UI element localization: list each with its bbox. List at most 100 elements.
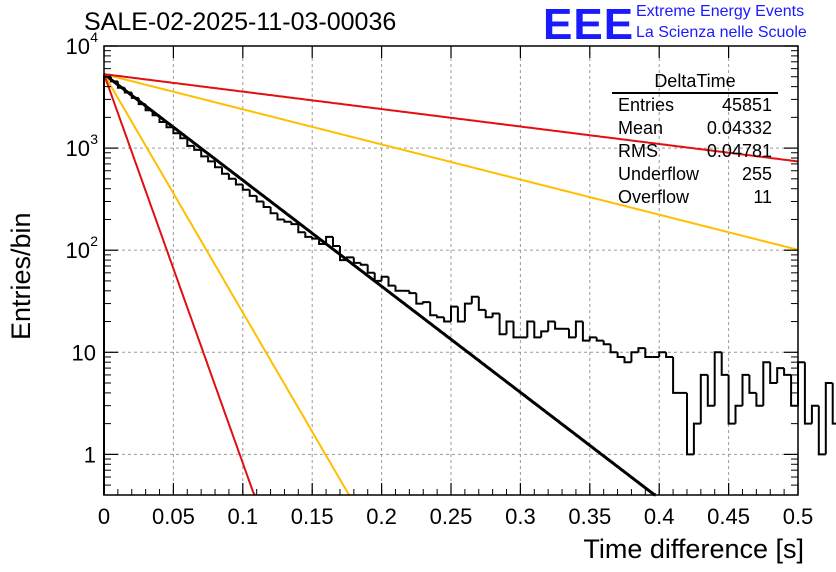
stats-label: Overflow: [618, 187, 690, 207]
histogram-bin: [241, 184, 250, 191]
y-tick-exponent: 2: [90, 233, 98, 249]
histogram-bin: [547, 320, 556, 332]
histogram-bin: [103, 75, 111, 495]
histogram-bin: [450, 305, 458, 322]
histogram-bin: [262, 201, 271, 208]
y-tick-label: 1: [84, 442, 96, 467]
x-tick-label: 0.1: [228, 504, 259, 529]
histogram-bin: [831, 383, 836, 425]
histogram-bin: [734, 404, 743, 424]
histogram-bin: [227, 173, 236, 180]
histogram-bin: [491, 312, 500, 318]
histogram-bin: [686, 392, 694, 456]
histogram-bin: [554, 321, 562, 330]
histogram-bin: [144, 104, 153, 112]
stats-label: RMS: [618, 141, 658, 161]
histogram-bin: [498, 313, 507, 336]
histogram-bin: [109, 76, 118, 83]
histogram-bin: [512, 321, 521, 339]
histogram-bin: [429, 302, 438, 317]
x-tick-label: 0.5: [783, 504, 814, 529]
x-axis-label: Time difference [s]: [583, 534, 804, 564]
histogram-bin: [269, 207, 278, 215]
histogram-bin: [540, 330, 549, 338]
fit-curve-orange-fit-lower: [103, 73, 351, 496]
histogram-bin: [366, 264, 375, 274]
histogram-bin: [290, 221, 299, 226]
histogram-bin: [165, 122, 174, 129]
histogram-bin: [713, 351, 722, 406]
histogram-bin: [824, 382, 833, 455]
histogram-bin: [234, 178, 243, 186]
histogram-bin: [477, 296, 486, 311]
histogram-bin: [422, 301, 431, 304]
histogram-bin: [706, 374, 715, 407]
histogram-bin: [408, 290, 417, 295]
histogram-bin: [817, 405, 826, 456]
stats-label: Underflow: [618, 164, 700, 184]
stats-row: Underflow 255: [612, 163, 778, 186]
histogram-bin: [797, 361, 805, 406]
histogram-bin: [699, 373, 708, 424]
histogram-bin: [720, 352, 729, 376]
fit-curve-black-fit: [103, 72, 657, 497]
histogram-bin: [179, 133, 188, 140]
histogram-bin: [470, 295, 479, 304]
histogram-bin: [727, 374, 736, 425]
x-ticks: 0 0.05 0.1 0.15 0.2 0.25 0.3 0.35 0.4 0.45 0.5: [98, 46, 813, 529]
fit-curve-red-fit-lower: [103, 73, 256, 496]
histogram-bin: [526, 320, 535, 338]
histogram-bin: [318, 238, 327, 245]
histogram-bin: [186, 138, 195, 147]
histogram-bin: [221, 167, 229, 175]
stats-value: 45851: [721, 95, 772, 115]
x-tick-label: 0.05: [152, 504, 195, 529]
histogram-bin: [123, 87, 132, 94]
y-tick-exponent: 4: [90, 29, 98, 45]
histogram-bin: [325, 235, 333, 244]
histogram-bin: [214, 161, 222, 169]
stats-value: 255: [741, 164, 772, 184]
histogram-bin: [359, 262, 368, 266]
histogram-bin: [776, 367, 785, 383]
histogram-bin: [692, 422, 701, 455]
stats-label: Entries: [618, 95, 675, 115]
y-tick-label: 10: [72, 340, 96, 365]
histogram-bin: [283, 219, 292, 223]
histogram-bin: [748, 374, 757, 394]
histogram-bin: [456, 306, 465, 323]
histogram-bin: [200, 149, 209, 158]
histogram-bin: [755, 392, 764, 407]
x-tick-label: 0.25: [430, 504, 473, 529]
stats-row: Entries 45851: [612, 94, 778, 117]
histogram-bin: [387, 276, 396, 287]
histogram-bin: [595, 337, 604, 342]
histogram-bin: [151, 110, 160, 117]
histogram-bin: [568, 328, 576, 339]
histogram-bin: [609, 344, 618, 354]
histogram-bin: [352, 257, 361, 264]
x-tick-label: 0.15: [291, 504, 334, 529]
histogram-bin: [533, 321, 542, 339]
chart-title: SALE-02-2025-11-03-00036: [84, 8, 397, 36]
y-tick-exponent: 3: [90, 131, 98, 147]
histogram-bin: [769, 362, 778, 384]
histogram-bin: [116, 81, 125, 89]
histogram-bin: [130, 92, 139, 99]
histogram-bin: [810, 404, 819, 424]
grid-lines: [104, 46, 798, 495]
histogram-bin: [637, 347, 646, 353]
histogram-bin: [373, 272, 382, 282]
histogram-bin: [574, 320, 583, 338]
histogram-bin: [463, 302, 472, 322]
eee-logo: EEE: [543, 0, 635, 49]
histogram-bin: [623, 357, 632, 364]
histogram-bin: [436, 315, 445, 319]
histogram-bin: [304, 232, 313, 238]
histogram-bin: [394, 285, 403, 292]
histogram-bin: [158, 115, 167, 123]
histogram-bin: [172, 127, 181, 135]
histogram-bin: [630, 351, 639, 363]
histogram-bin: [790, 374, 798, 407]
